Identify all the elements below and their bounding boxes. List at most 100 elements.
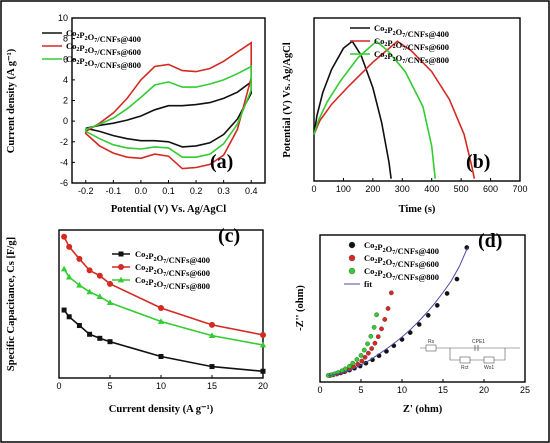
legend-label-b-0: Co2P2O7/CNFs@400 xyxy=(374,23,449,39)
data-point-c-0-7 xyxy=(209,364,215,370)
data-point-d-0-19 xyxy=(454,276,460,282)
x-tick-label-a-0: -0.2 xyxy=(78,186,94,196)
data-point-c-2-0 xyxy=(60,265,68,272)
data-point-d-1-8 xyxy=(359,358,365,364)
data-point-c-0-0 xyxy=(61,307,67,313)
plot-frame-b xyxy=(313,17,521,182)
panel-b: 0 100 200 300 400 500 600 700 Time (s) Potential … xyxy=(282,17,528,215)
x-tick-label-a-5: 0.3 xyxy=(217,186,230,196)
y-axis-label-b: Potential (V) Vs. Ag/AgCl xyxy=(282,42,293,157)
x-tick-label-a-6: 0.4 xyxy=(245,186,258,196)
data-point-c-2-3 xyxy=(86,288,93,295)
data-point-c-0-3 xyxy=(87,331,93,337)
data-point-c-1-3 xyxy=(86,267,93,274)
x-tick-label-b-1: 100 xyxy=(336,184,351,194)
data-point-c-1-6 xyxy=(158,305,164,312)
data-point-c-2-7 xyxy=(208,332,216,339)
data-point-c-2-5 xyxy=(106,299,114,306)
legend-label-c-1: Co2P2O7/CNFs@600 xyxy=(135,262,210,278)
data-point-d-2-12 xyxy=(368,333,374,339)
data-point-c-1-5 xyxy=(107,280,113,287)
circuit-resistor-rct xyxy=(459,356,471,364)
legend-label-a-1: Co2P2O7/CNFs@600 xyxy=(66,41,141,57)
data-point-d-0-15 xyxy=(416,322,422,327)
data-point-d-1-13 xyxy=(375,334,381,339)
data-point-c-1-2 xyxy=(76,255,83,262)
data-point-d-1-10 xyxy=(366,350,371,356)
data-point-d-1-14 xyxy=(379,326,384,332)
equivalent-circuit-inset: Rs CPE1 Rct Wo1 xyxy=(420,339,520,371)
x-tick-label-b-3: 300 xyxy=(395,184,410,194)
x-tick-label-d-5: 25 xyxy=(520,385,530,395)
y-tick-label-a-3: 0 xyxy=(63,116,68,126)
x-tick-label-a-4: 0.2 xyxy=(190,186,203,196)
series-line-d-3 xyxy=(328,247,469,377)
y-tick-label-a-8: 10 xyxy=(58,13,68,23)
data-point-d-2-9 xyxy=(358,353,364,358)
data-point-c-1-7 xyxy=(209,321,215,328)
legend-label-b-2: Co2P2O7/CNFs@800 xyxy=(374,49,449,65)
y-axis-label-a: Current density (A g⁻¹) xyxy=(6,48,17,153)
data-point-c-0-5 xyxy=(107,339,113,345)
x-tick-label-c-1: 5 xyxy=(107,381,112,391)
y-tick-label-a-7: 8 xyxy=(63,34,68,44)
data-point-c-2-4 xyxy=(96,293,103,299)
circuit-label-1: CPE1 xyxy=(472,339,485,345)
data-point-d-2-5 xyxy=(343,366,348,372)
data-point-d-1-15 xyxy=(382,317,388,322)
panel-label-c: (c) xyxy=(218,225,240,247)
x-tick-label-d-0: 0 xyxy=(317,385,322,395)
data-point-c-2-8 xyxy=(259,341,267,348)
panel-label-d: (d) xyxy=(478,230,502,252)
y-tick-label-a-2: -2 xyxy=(60,137,68,147)
legend-marker-d-2 xyxy=(348,267,356,275)
data-point-c-2-2 xyxy=(76,281,83,288)
legend-marker-c-2 xyxy=(117,276,125,283)
x-tick-label-b-6: 600 xyxy=(483,184,498,194)
x-tick-label-d-3: 15 xyxy=(438,385,448,395)
data-point-c-2-6 xyxy=(157,318,165,324)
data-point-c-0-6 xyxy=(158,353,164,359)
x-axis-label-a: Potential (V) Vs. Ag/AgCl xyxy=(111,204,226,215)
data-point-d-1-16 xyxy=(385,306,391,311)
panel-label-b: (b) xyxy=(466,151,490,173)
legend-label-c-0: Co2P2O7/CNFs@400 xyxy=(135,249,210,265)
data-point-d-1-12 xyxy=(372,340,378,346)
legend-label-d-0: Co2P2O7/CNFs@400 xyxy=(364,240,439,256)
x-axis-label-d: Z' (ohm) xyxy=(403,404,443,415)
x-tick-label-a-3: 0.1 xyxy=(162,186,175,196)
circuit-label-2: Rct xyxy=(461,365,469,371)
y-tick-label-a-0: -6 xyxy=(60,178,68,188)
y-tick-label-a-4: 2 xyxy=(63,96,68,106)
data-point-d-2-13 xyxy=(371,324,377,330)
x-axis-label-b: Time (s) xyxy=(399,204,436,215)
x-tick-label-c-3: 15 xyxy=(207,381,217,391)
legend-label-d-3: fit xyxy=(364,279,372,289)
data-point-d-1-9 xyxy=(362,354,368,360)
data-point-c-2-1 xyxy=(66,273,73,280)
legend-marker-d-0 xyxy=(348,241,356,249)
x-tick-label-c-0: 0 xyxy=(56,381,61,391)
data-point-c-0-8 xyxy=(260,368,266,374)
data-point-d-0-16 xyxy=(425,313,431,318)
data-point-d-2-6 xyxy=(347,364,352,369)
x-tick-label-c-4: 20 xyxy=(258,381,268,391)
series-line-c-0 xyxy=(63,309,264,373)
legend-marker-c-1 xyxy=(118,264,124,270)
data-point-c-0-1 xyxy=(66,314,72,320)
data-point-d-2-8 xyxy=(354,357,360,362)
x-tick-label-d-4: 20 xyxy=(479,385,489,395)
x-axis-label-c: Current density (A g⁻¹) xyxy=(109,404,214,415)
y-axis-label-c: Specific Capacitance, Cs [F/g] xyxy=(6,237,17,371)
y-tick-label-a-5: 4 xyxy=(63,75,68,85)
plot-frame-d xyxy=(319,234,526,383)
series-line-a-2 xyxy=(85,65,252,158)
panel-c: 0 5 10 15 20 Current density (A g⁻¹) Specific … xyxy=(6,225,268,415)
y-axis-label-d: -Z'' (ohm) xyxy=(295,285,306,331)
circuit-label-3: Wo1 xyxy=(484,365,494,371)
data-point-d-1-11 xyxy=(369,346,375,351)
data-point-d-1-17 xyxy=(388,290,394,296)
x-tick-label-d-1: 5 xyxy=(358,385,363,395)
circuit-cpe-symbol xyxy=(474,345,479,351)
